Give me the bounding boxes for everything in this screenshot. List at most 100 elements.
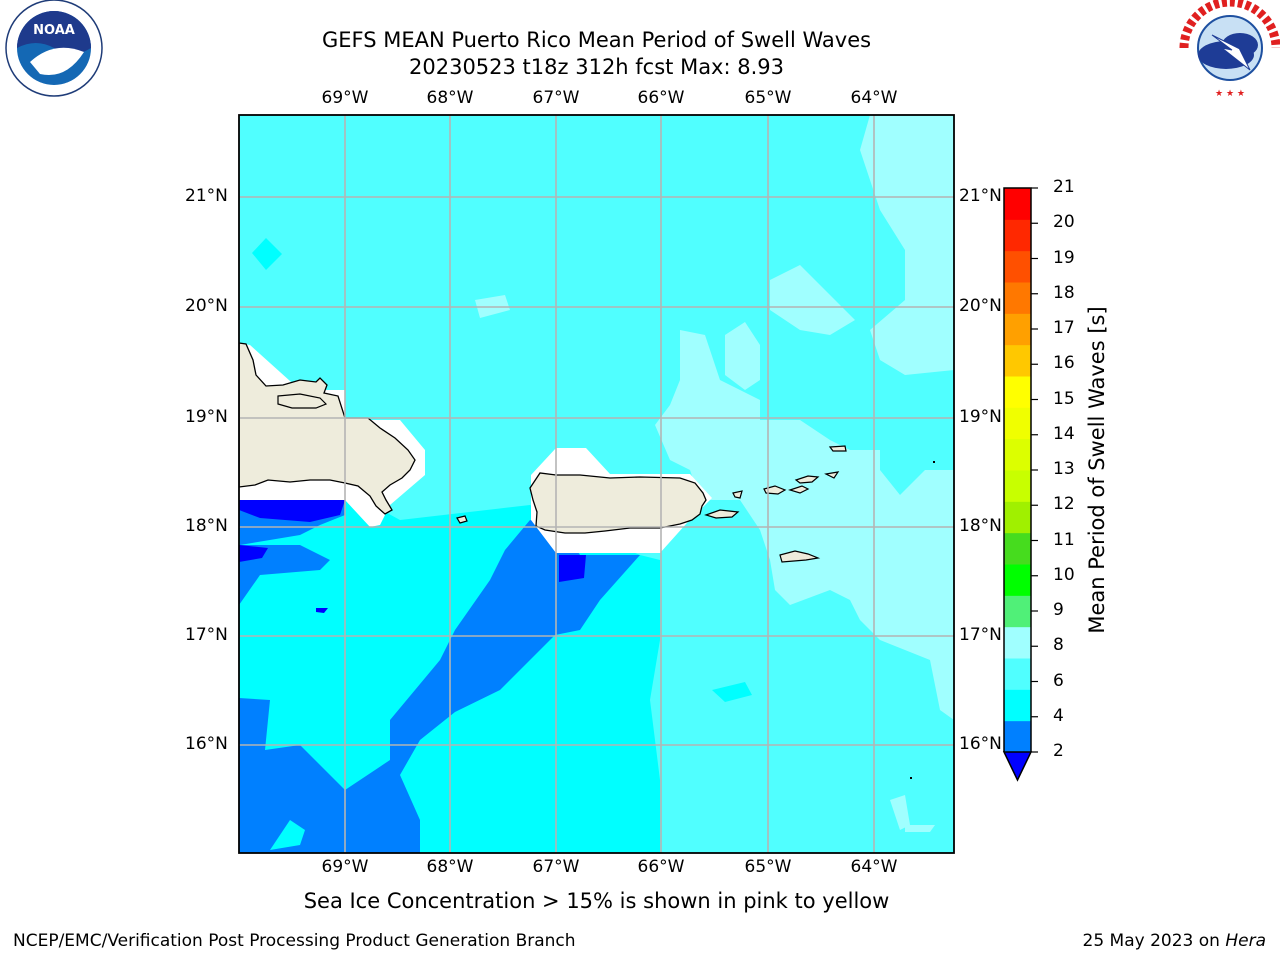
land-culebra [732, 490, 743, 499]
svg-text:★ ★ ★: ★ ★ ★ [1215, 89, 1245, 99]
colorbar-segment [1004, 564, 1031, 596]
colorbar-tick-label: 15 [1053, 388, 1075, 409]
field-band-2-4-c [239, 520, 640, 853]
field-band-8-9-b [770, 265, 855, 335]
colorbar-segment [1004, 438, 1031, 471]
field-below-2 [239, 500, 345, 522]
colorbar-segment [1004, 470, 1031, 502]
colorbar-segment [1004, 250, 1031, 283]
lon-label-top: 65°W [744, 88, 792, 108]
field-patch [270, 820, 305, 850]
nws-logo: ★ ★ ★ [1179, 0, 1280, 99]
colorbar-tick-label: 16 [1053, 353, 1075, 374]
colorbar-segment [1004, 313, 1031, 346]
land-tortola [794, 475, 820, 484]
lon-label-bottom: 65°W [744, 857, 792, 877]
field-below-2-d [316, 608, 328, 613]
lat-label-left: 20°N [185, 296, 228, 316]
colorbar-tick-label: 12 [1053, 494, 1075, 515]
lat-label-right: 18°N [959, 516, 1002, 536]
land-anegada [828, 445, 847, 452]
colorbar-segment [1004, 344, 1031, 377]
colorbar-segment [1004, 407, 1031, 440]
field-below-2-b [239, 545, 268, 562]
graticule [239, 115, 954, 853]
colorbar-tick-label: 17 [1053, 318, 1075, 338]
colorbar-segment [1004, 376, 1031, 408]
colorbar-segment [1004, 689, 1031, 722]
colorbar-tick-label: 14 [1053, 423, 1075, 444]
field-band-8-9-f [890, 795, 910, 830]
field-band-8-9 [860, 115, 954, 375]
figure-title: GEFS MEAN Puerto Rico Mean Period of Swe… [321, 28, 872, 52]
land-vieques [704, 509, 740, 519]
lon-label-bottom: 69°W [321, 857, 369, 877]
field-band-8-9-g [905, 825, 935, 832]
colorbar-segment [1004, 501, 1031, 534]
land-hispaniola [239, 342, 416, 515]
lon-label-top: 67°W [532, 88, 580, 108]
colorbar-tick-label: 13 [1053, 459, 1075, 479]
noaa-logo: NOAA [5, 0, 103, 97]
lat-label-left: 21°N [185, 186, 228, 206]
colorbar-tick-label: 8 [1053, 635, 1064, 656]
field-band-2-4-b [239, 545, 330, 605]
lat-label-left: 17°N [185, 625, 228, 645]
land-virgin-gorda [824, 471, 840, 479]
svg-text:NOAA: NOAA [33, 23, 75, 38]
footer-date-text: 25 May 2023 on [1082, 931, 1226, 951]
colorbar-label: Mean Period of Swell Waves [s] [1085, 306, 1109, 634]
colorbar-segment [1004, 188, 1031, 220]
footer-credit: NCEP/EMC/Verification Post Processing Pr… [13, 931, 576, 951]
lat-label-right: 17°N [959, 625, 1002, 645]
land-islet-b [910, 777, 912, 779]
colorbar-segment [1004, 532, 1031, 565]
land-puerto-rico [529, 472, 707, 534]
lon-label-top: 66°W [637, 88, 685, 108]
lat-label-left: 19°N [185, 407, 228, 427]
lat-label-right: 20°N [959, 296, 1002, 316]
colorbar-segment [1004, 658, 1031, 690]
lon-label-bottom: 64°W [850, 857, 898, 877]
map-frame [238, 114, 955, 854]
lat-label-right: 21°N [959, 186, 1002, 206]
lon-label-top: 64°W [850, 88, 898, 108]
lat-label-left: 18°N [185, 516, 228, 536]
colorbar-tick-label: 21 [1053, 177, 1075, 197]
footer-date: 25 May 2023 on Hera [1083, 931, 1267, 951]
colorbar-tick-label: 18 [1053, 282, 1075, 303]
land-st-croix [779, 550, 821, 563]
colorbar-tick-label: 2 [1053, 741, 1064, 761]
lon-label-bottom: 68°W [426, 857, 474, 877]
figure-subtitle-forecast: 20230523 t18z 312h fcst Max: 8.93 [409, 55, 784, 79]
lat-label-left: 16°N [185, 734, 228, 754]
lon-label-top: 69°W [321, 88, 369, 108]
land-mona [456, 515, 468, 524]
colorbar-tick-label: 10 [1053, 564, 1075, 585]
colorbar-segment [1004, 219, 1031, 252]
field-patch-b [252, 238, 282, 270]
colorbar-tick-label: 19 [1053, 247, 1075, 268]
land-st-thomas [763, 485, 787, 495]
colorbar-segment [1004, 626, 1031, 659]
land-islet [933, 461, 935, 463]
field-patch-c [712, 682, 752, 702]
colorbar-tick-label: 9 [1053, 600, 1064, 620]
colorbar-tick-label: 6 [1053, 670, 1064, 691]
colorbar-tick-label: 20 [1053, 212, 1075, 233]
footer-machine: Hera [1225, 931, 1266, 951]
land-st-john [788, 485, 810, 494]
land-tortuga [277, 393, 328, 409]
lon-label-bottom: 66°W [637, 857, 685, 877]
colorbar-tick-label: 11 [1053, 529, 1075, 550]
field-band-8-9-c [655, 330, 954, 720]
lon-label-top: 68°W [426, 88, 474, 108]
field-band-8-9-d [725, 322, 760, 390]
colorbar-under-extension [1002, 751, 1033, 782]
field-below-2-c [559, 555, 586, 582]
lat-label-right: 19°N [959, 407, 1002, 427]
lat-label-right: 16°N [959, 734, 1002, 754]
colorbar-segment [1004, 595, 1031, 628]
